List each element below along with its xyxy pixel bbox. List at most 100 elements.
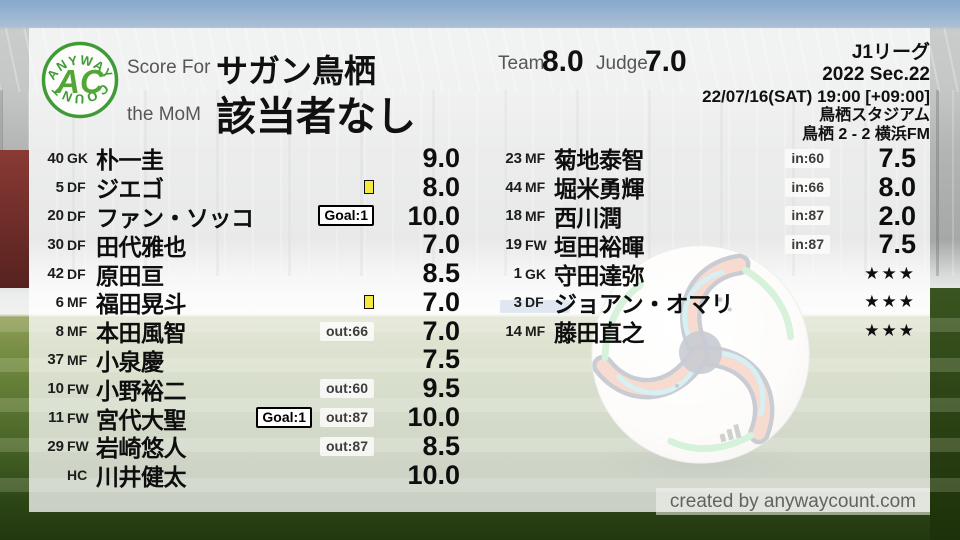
player-rating: ★★★	[864, 263, 916, 283]
player-name: 朴一圭	[96, 147, 164, 174]
player-position: MF	[67, 323, 88, 340]
player-rating: 2.0	[878, 200, 916, 231]
player-rating: ★★★	[864, 292, 916, 312]
player-rating: 7.0	[422, 315, 460, 346]
substitution-badge: out:60	[320, 379, 374, 399]
judge-score-label: Judge	[596, 53, 648, 74]
substitution-badge: in:66	[785, 177, 830, 197]
substitution-badge: in:60	[785, 148, 830, 168]
starters-column: 40 GK 朴一圭 9.0 5 DF ジエゴ 8.0 20 DF ファン・ソッコ Goal:1 10.0…	[38, 143, 460, 491]
player-number: 1	[513, 265, 522, 283]
player-name: 福田晃斗	[96, 291, 187, 318]
team-score-label: Team	[498, 53, 545, 74]
season-section: 2022 Sec.22	[822, 64, 930, 86]
substitution-badge: in:87	[785, 206, 830, 226]
player-number: 37	[47, 351, 64, 369]
player-row: 18 MF 西川潤 in:87 2.0	[496, 200, 916, 232]
player-number: 44	[505, 178, 522, 196]
score-for-label: Score For	[127, 57, 211, 78]
player-row: 3 DF ジョアン・オマリ ★★★	[496, 288, 916, 317]
player-number: 29	[47, 437, 64, 455]
player-name: 田代雅也	[96, 233, 187, 260]
player-number: 19	[505, 236, 522, 254]
goal-badge: Goal:1	[256, 407, 312, 429]
player-rating: 8.0	[422, 171, 460, 202]
judge-score-value: 7.0	[645, 45, 687, 78]
player-name: 堀米勇輝	[554, 176, 645, 203]
yellow-card-icon	[364, 295, 374, 310]
player-number: 42	[47, 265, 64, 283]
player-name: 岩崎悠人	[96, 435, 187, 462]
substitution-badge: out:66	[320, 321, 374, 341]
player-position: GK	[67, 150, 88, 167]
player-position: DF	[67, 179, 86, 196]
yellow-card-icon	[364, 180, 374, 195]
player-name: 宮代大聖	[96, 406, 187, 433]
credit-strip: created by anywaycount.com	[655, 488, 930, 515]
player-position: FW	[525, 236, 547, 253]
player-position: HC	[67, 467, 88, 484]
mom-value: 該当者なし	[216, 95, 416, 139]
player-rating: 10.0	[407, 459, 460, 490]
player-position: MF	[67, 351, 88, 368]
player-name: 小泉慶	[96, 348, 164, 375]
player-name: ジエゴ	[96, 176, 164, 203]
kickoff-datetime: 22/07/16(SAT) 19:00 [+09:00]	[702, 86, 930, 106]
player-name: 西川潤	[554, 205, 622, 231]
player-name: 小野裕二	[96, 377, 187, 404]
substitution-badge: out:87	[320, 436, 374, 456]
red-seats-edge	[0, 150, 29, 288]
player-position: FW	[67, 380, 89, 397]
player-row: 30 DF 田代雅也 7.0	[38, 229, 460, 260]
substitution-badge: out:87	[320, 408, 374, 428]
player-row: HC 川井健太 10.0	[38, 459, 460, 491]
player-rating: 8.0	[878, 171, 916, 202]
player-position: DF	[525, 294, 544, 311]
player-name: 藤田直之	[554, 320, 645, 347]
player-number: 18	[505, 207, 522, 225]
player-number: 6	[55, 293, 64, 311]
player-row: 44 MF 堀米勇輝 in:66 8.0	[496, 171, 916, 203]
player-name: 垣田裕暉	[554, 233, 645, 260]
player-row: 37 MF 小泉慶 7.5	[38, 344, 460, 375]
player-row: 5 DF ジエゴ 8.0	[38, 171, 460, 203]
player-number: 10	[47, 380, 64, 398]
team-score-value: 8.0	[542, 45, 584, 78]
match-meta: J1リーグ 2022 Sec.22 22/07/16(SAT) 19:00 [+…	[702, 42, 930, 145]
player-number: 3	[513, 293, 522, 311]
white-overlay	[29, 28, 930, 512]
player-position: DF	[67, 207, 86, 224]
player-rating: 7.0	[422, 286, 460, 317]
player-rating: 8.5	[422, 430, 460, 461]
player-name: ジョアン・オマリ	[554, 291, 734, 318]
match-result: 鳥栖 2 - 2 横浜FM	[801, 125, 930, 143]
player-number: 20	[47, 207, 64, 225]
player-position: DF	[67, 265, 86, 282]
player-position: MF	[525, 207, 546, 224]
player-rating: 10.0	[407, 402, 460, 433]
player-row: 23 MF 菊地泰智 in:60 7.5	[496, 143, 916, 174]
player-row: 20 DF ファン・ソッコ Goal:1 10.0	[38, 201, 460, 232]
league-name: J1リーグ	[851, 42, 930, 63]
player-row: 19 FW 垣田裕暉 in:87 7.5	[496, 229, 916, 260]
goal-badge: Goal:1	[318, 205, 374, 227]
player-position: GK	[525, 265, 546, 282]
player-number: 11	[48, 409, 64, 427]
player-number: 14	[505, 322, 522, 340]
player-rating: 7.0	[422, 229, 460, 260]
mom-label: the MoM	[127, 104, 201, 125]
player-row: 14 MF 藤田直之 ★★★	[496, 317, 916, 346]
player-rating: ★★★	[864, 321, 916, 341]
player-rating: 9.5	[422, 373, 460, 404]
player-name: ファン・ソッコ	[96, 205, 254, 231]
player-row: 29 FW 岩崎悠人 out:87 8.5	[38, 430, 460, 462]
player-rating: 7.5	[878, 229, 916, 260]
player-number: 30	[47, 236, 64, 254]
stadium-name: 鳥栖スタジアム	[819, 106, 930, 124]
anywaycount-logo: ANYWAY COUNT AC	[41, 41, 119, 119]
player-number: 5	[55, 178, 64, 196]
subs-column: 23 MF 菊地泰智 in:60 7.5 44 MF 堀米勇輝 in:66 8.0 18 MF 西川潤 i…	[496, 143, 916, 346]
player-name: 守田達弥	[554, 262, 645, 289]
player-name: 川井健太	[96, 464, 187, 491]
